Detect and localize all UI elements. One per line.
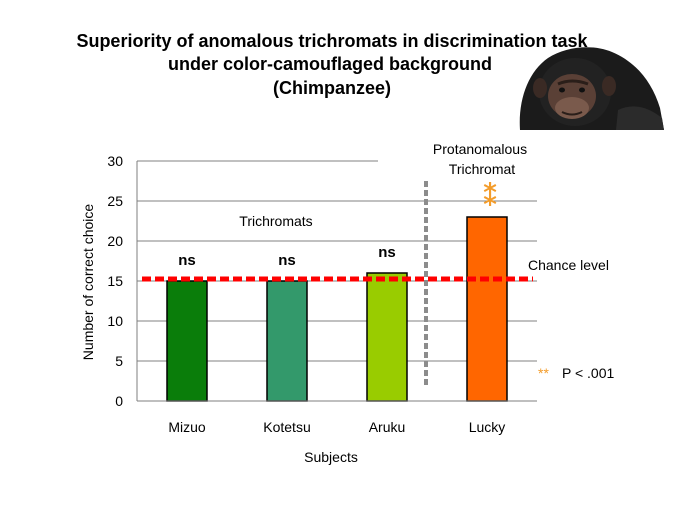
x-tick-label: Aruku <box>369 419 406 435</box>
y-tick-label: 10 <box>107 313 123 329</box>
title-line-2: under color-camouflaged background <box>168 54 492 74</box>
bar-lucky <box>466 216 508 402</box>
x-axis-label: Subjects <box>304 449 358 465</box>
sig-label-lucky: ** <box>483 178 497 220</box>
group-label-protanomalous: Protanomalous <box>433 141 527 157</box>
sig-label-aruku: ns <box>378 244 396 261</box>
x-tick-label: Kotetsu <box>263 419 310 435</box>
bars <box>166 216 508 402</box>
y-tick-label: 30 <box>107 153 123 169</box>
x-tick-labels: Mizuo Kotetsu Aruku Lucky <box>168 419 505 435</box>
y-axis-label: Number of correct choice <box>80 204 96 361</box>
bar-kotetsu <box>266 280 308 402</box>
title-line-1: Superiority of anomalous trichromats in … <box>76 31 588 51</box>
y-tick-labels: 0 5 10 15 20 25 30 <box>107 153 123 409</box>
bar-mizuo <box>166 280 208 402</box>
bar-aruku <box>366 272 408 402</box>
group-label-trichromat: Trichromat <box>449 161 515 177</box>
y-tick-label: 20 <box>107 233 123 249</box>
sig-legend-text: P < .001 <box>562 365 615 381</box>
x-tick-label: Mizuo <box>168 419 206 435</box>
chart-title: Superiority of anomalous trichromats in … <box>76 31 588 98</box>
x-tick-label: Lucky <box>469 419 506 435</box>
chimpanzee-photo <box>514 47 664 132</box>
significance-labels: ns ns ns ** <box>178 178 497 269</box>
y-tick-label: 0 <box>115 393 123 409</box>
sig-label-kotetsu: ns <box>278 252 296 269</box>
y-tick-label: 5 <box>115 353 123 369</box>
group-label-trichromats: Trichromats <box>239 213 312 229</box>
y-tick-label: 25 <box>107 193 123 209</box>
y-tick-label: 15 <box>107 273 123 289</box>
title-line-3: (Chimpanzee) <box>273 78 391 98</box>
sig-label-mizuo: ns <box>178 252 196 269</box>
chance-level-label: Chance level <box>528 257 609 273</box>
sig-legend-marker: ** <box>538 365 549 381</box>
